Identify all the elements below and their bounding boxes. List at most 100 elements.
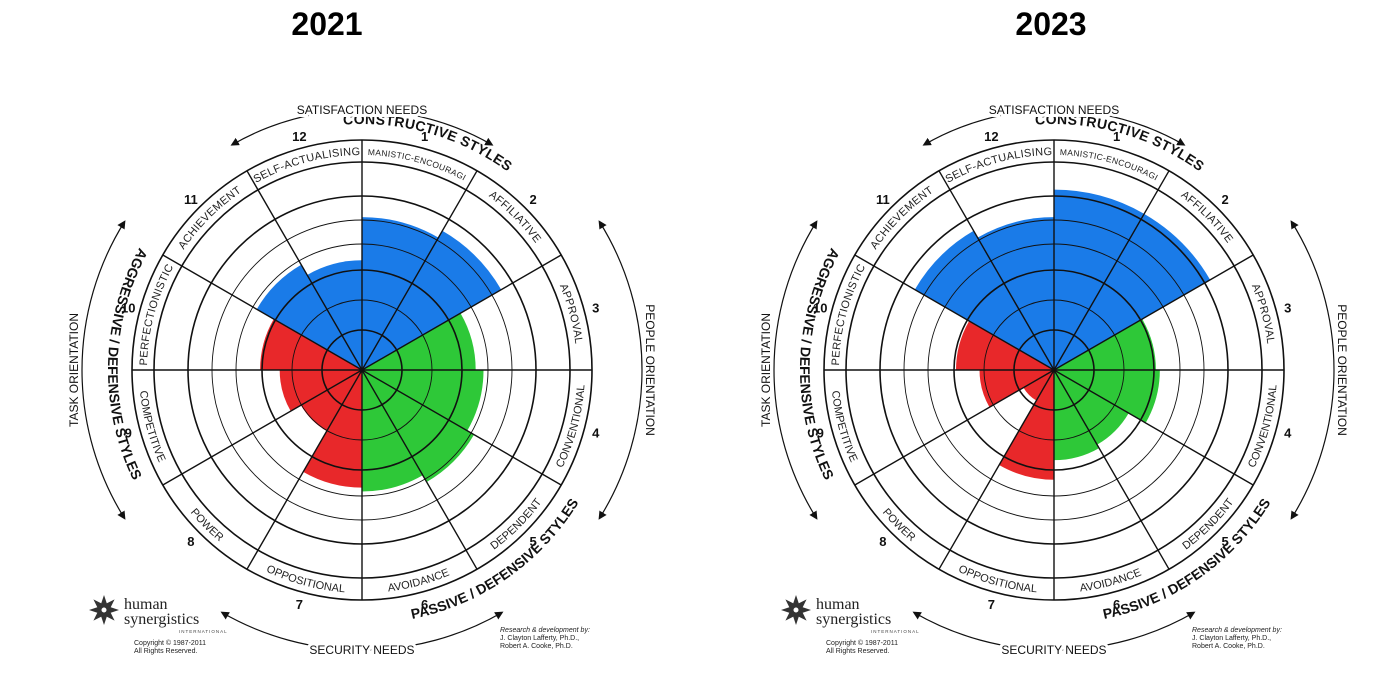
style-wedge-4 — [362, 370, 484, 431]
radial-divider — [1053, 369, 1254, 486]
style-wedge-10 — [260, 319, 362, 370]
style-wedge-7 — [303, 370, 362, 488]
radial-divider — [938, 369, 1055, 570]
radial-divider — [361, 369, 562, 486]
segment-label: APPROVAL — [1249, 282, 1276, 344]
style-wedge-8 — [1023, 370, 1054, 401]
chart-title: 2023 — [1015, 6, 1087, 42]
segment-number: 1 — [421, 129, 428, 144]
radial-divider — [1053, 254, 1254, 371]
radial-divider — [938, 170, 1055, 371]
chart-title: 2021 — [291, 6, 363, 42]
style-wedge-5 — [1054, 370, 1129, 445]
logo-word-human: human — [124, 596, 168, 613]
segment-number: 3 — [1284, 300, 1291, 315]
human-synergistics-logo-icon — [89, 595, 119, 625]
style-wedge-1 — [362, 217, 439, 370]
people-orientation-label: PEOPLE ORIENTATION — [643, 304, 657, 436]
segment-number: 1 — [1113, 129, 1120, 144]
credits-author-2: Robert A. Cooke, Ph.D. — [1192, 643, 1265, 650]
credits-author-2: Robert A. Cooke, Ph.D. — [500, 643, 573, 650]
logo-word-synergistics: synergistics — [816, 611, 891, 628]
segment-number: 4 — [1284, 426, 1292, 441]
security-arrow — [912, 611, 1196, 651]
segment-label: HUMANISTIC-ENCOURAGING — [694, 0, 1160, 183]
segment-label: OPPOSITIONAL — [957, 563, 1038, 595]
radial-divider — [854, 369, 1055, 486]
segment-number: 11 — [876, 192, 890, 207]
passive-defensive-styles-label: PASSIVE / DEFENSIVE STYLES — [409, 495, 581, 622]
logo-word-human: human — [816, 596, 860, 613]
logo-subtitle: INTERNATIONAL — [871, 629, 920, 634]
style-wedge-1 — [1054, 189, 1145, 370]
radial-divider — [361, 369, 478, 570]
segment-number: 7 — [296, 597, 303, 612]
credits-heading: Research & development by: — [1192, 627, 1282, 634]
people-arrow — [598, 220, 643, 520]
segment-number: 9 — [817, 426, 824, 441]
segment-label: SELF-ACTUALISING — [944, 146, 1053, 186]
task-orientation-label: TASK ORIENTATION — [67, 313, 81, 427]
segment-label: CONVENTIONAL — [1246, 384, 1280, 470]
radial-divider — [1053, 170, 1170, 371]
segment-label: HUMANISTIC-ENCOURAGING — [0, 0, 468, 183]
task-arrow — [773, 220, 818, 520]
segment-label: PERFECTIONISTIC — [138, 262, 176, 366]
radial-divider — [1053, 369, 1170, 570]
style-wedge-11 — [256, 264, 362, 370]
segment-number: 5 — [1222, 534, 1229, 549]
segment-label: OPPOSITIONAL — [265, 563, 346, 595]
style-wedge-2 — [1054, 213, 1211, 370]
segment-label: SELF-ACTUALISING — [252, 146, 361, 186]
style-wedge-4 — [1054, 370, 1160, 423]
logo-subtitle: INTERNATIONAL — [179, 629, 228, 634]
segment-number: 2 — [530, 192, 537, 207]
style-wedge-10 — [956, 321, 1054, 370]
circumplex-chart-2023: HUMANISTIC-ENCOURAGING1AFFILIATIVE2APPRO… — [694, 0, 1352, 660]
style-wedge-3 — [1054, 319, 1156, 370]
radial-divider — [361, 254, 562, 371]
security-needs-label: SECURITY NEEDS — [1001, 643, 1106, 657]
segment-number: 4 — [592, 426, 600, 441]
segment-number: 3 — [592, 300, 599, 315]
style-wedge-11 — [914, 230, 1054, 370]
segment-number: 7 — [988, 597, 995, 612]
copyright-text: Copyright © 1987-2011 — [826, 639, 898, 647]
style-wedge-6 — [362, 370, 423, 492]
style-wedge-9 — [279, 370, 362, 412]
credits-heading: Research & development by: — [500, 627, 590, 634]
logo-word-synergistics: synergistics — [124, 611, 199, 628]
chart-panel-2021: 2021 HUMANISTIC-ENCOURAGING1AFFILIATIVE2… — [0, 0, 657, 657]
segment-number: 12 — [984, 129, 998, 144]
style-wedge-8 — [300, 370, 362, 432]
radial-divider — [361, 170, 478, 371]
task-arrow — [81, 220, 126, 520]
rights-text: All Rights Reserved. — [826, 648, 889, 655]
rights-text: All Rights Reserved. — [134, 648, 197, 655]
segment-label: CONVENTIONAL — [554, 384, 588, 470]
segment-number: 8 — [879, 534, 886, 549]
style-wedge-3 — [362, 313, 476, 370]
copyright-text: Copyright © 1987-2011 — [134, 639, 206, 647]
satisfaction-arrow — [230, 109, 494, 146]
credits-author-1: J. Clayton Lafferty, Ph.D., — [1192, 635, 1271, 642]
passive-defensive-styles-label: PASSIVE / DEFENSIVE STYLES — [1101, 495, 1273, 622]
satisfaction-needs-label: SATISFACTION NEEDS — [297, 103, 427, 117]
chart-panel-2023: 2023 HUMANISTIC-ENCOURAGING1AFFILIATIVE2… — [694, 0, 1388, 676]
radial-divider — [246, 170, 363, 371]
security-arrow — [220, 611, 504, 651]
segment-number: 12 — [292, 129, 306, 144]
segment-label: APPROVAL — [557, 282, 584, 344]
style-wedge-6 — [1054, 370, 1100, 461]
style-wedge-9 — [979, 370, 1054, 408]
segment-number: 11 — [184, 192, 198, 207]
satisfaction-needs-label: SATISFACTION NEEDS — [989, 103, 1119, 117]
segment-number: 9 — [125, 426, 132, 441]
people-orientation-label: PEOPLE ORIENTATION — [1335, 304, 1349, 436]
segment-label: COMPETITIVE — [829, 390, 859, 464]
style-wedge-12 — [307, 260, 362, 370]
segment-label: COMPETITIVE — [137, 390, 167, 464]
security-needs-label: SECURITY NEEDS — [309, 643, 414, 657]
segment-number: 6 — [421, 597, 428, 612]
radial-divider — [854, 254, 1055, 371]
